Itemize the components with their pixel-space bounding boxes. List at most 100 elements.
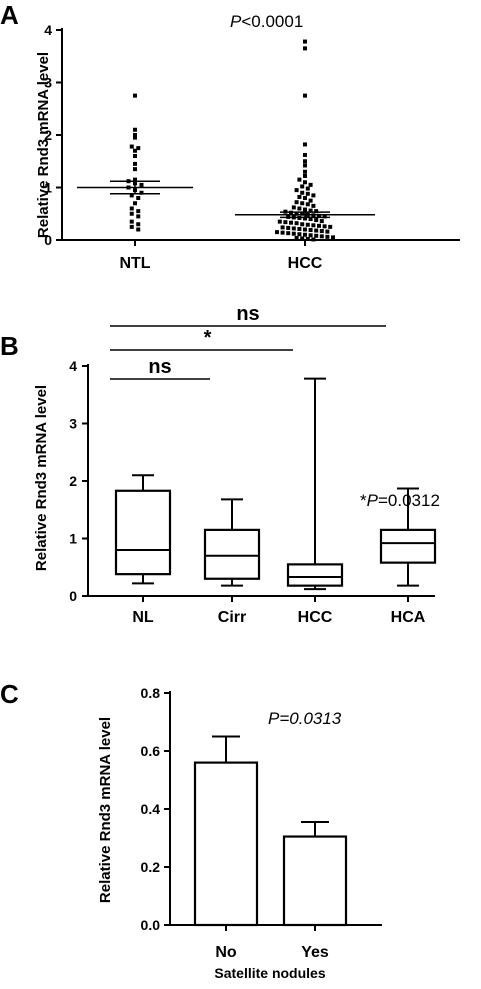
panel-a-data-point [305, 236, 310, 241]
panel-a-data-point [303, 169, 307, 174]
panel-a-data-point [129, 211, 134, 216]
panel-a-data-point [297, 206, 302, 211]
panel-b-p-italic: P [367, 491, 379, 510]
panel-a-points [126, 39, 335, 242]
panel-a-data-point [286, 231, 291, 236]
panel-a-data-point [317, 223, 321, 228]
panel-a-data-point [133, 177, 137, 182]
panel-b-y-tick-label: 2 [69, 473, 77, 489]
panel-a-data-point [319, 229, 324, 234]
panel-a-data-point [308, 208, 313, 213]
panel-a-data-point [303, 196, 307, 200]
panel-a-data-point [303, 152, 307, 157]
panel-a-data-point [277, 219, 282, 224]
panel-a-data-point [319, 219, 324, 224]
panel-a-data-point [303, 46, 307, 51]
panel-a-letter: A [0, 0, 19, 30]
panel-a-category-label: NTL [119, 255, 150, 272]
panel-a-data-point [286, 225, 291, 230]
panel-c-letter: C [0, 679, 19, 709]
panel-a-data-point [300, 211, 305, 216]
panel-a-data-point [133, 93, 137, 98]
panel-a-data-point [297, 194, 302, 199]
panel-a-category-label: HCC [288, 255, 323, 272]
panel-a-data-point [133, 161, 137, 166]
panel-b-y-tick-label: 3 [69, 416, 77, 432]
panel-a-data-point [297, 226, 302, 231]
panel-a-data-point [133, 154, 137, 158]
panel-b-box-chart: B Relative Rnd3 mRNA level *P=0.0312 0 1 2… [0, 303, 440, 626]
panel-a-data-point [133, 167, 137, 172]
panel-a-data-point [294, 235, 299, 240]
panel-c-category-label: No [215, 944, 237, 961]
panel-a-data-point [303, 39, 307, 44]
panel-a-data-point [133, 148, 137, 153]
panel-a-data-point [136, 227, 141, 232]
panel-a-data-point [303, 142, 307, 147]
panel-a-data-point [303, 93, 307, 98]
panel-a-data-point [136, 214, 141, 219]
panel-a-data-point [322, 224, 327, 229]
panel-a-data-point [136, 222, 141, 227]
panel-a-data-point [280, 225, 285, 230]
panel-b-box [114, 489, 172, 576]
panel-a-y-tick-label: 2 [44, 127, 52, 143]
panel-b-axes: 0 1 2 3 4 NL Cirr HCC HCA [69, 358, 435, 626]
panel-a-data-point [133, 201, 137, 206]
panel-a-data-point [129, 224, 134, 229]
panel-a-data-point [303, 159, 307, 164]
panel-a-data-point [291, 231, 296, 236]
panel-a-y-tick-label: 0 [44, 232, 52, 248]
panel-a-data-point [317, 213, 321, 218]
panel-a-data-point [314, 228, 319, 233]
panel-a-data-point [136, 196, 141, 200]
panel-a-data-point [289, 220, 293, 225]
panel-a-data-point [280, 230, 285, 235]
panel-a-data-point [314, 233, 319, 238]
panel-a-y-tick-label: 1 [44, 180, 52, 196]
panel-b-category-label: NL [132, 609, 154, 626]
panel-a-data-point [294, 200, 299, 205]
panel-c-y-tick-label: 0.6 [141, 743, 161, 759]
panel-a-data-point [325, 234, 330, 239]
panel-a-data-point [303, 163, 307, 168]
panel-a-data-point [291, 226, 296, 231]
panel-c-p-value: P=0.0313 [268, 709, 342, 728]
panel-a-data-point [136, 209, 141, 214]
panel-a-data-point [328, 224, 333, 229]
panel-a-data-point [133, 133, 137, 137]
panel-a-data-point [291, 205, 296, 210]
panel-b-box [379, 528, 437, 564]
panel-a-data-point [314, 209, 319, 214]
panel-a-data-point [300, 222, 305, 227]
panel-a-data-point [311, 203, 316, 208]
panel-a-p-rest: <0.0001 [241, 12, 303, 31]
panel-c-y-tick-label: 0.0 [141, 917, 161, 933]
panel-b-category-label: Cirr [218, 609, 246, 626]
panel-a-y-tick-label: 3 [44, 75, 52, 91]
panel-a-data-point [297, 232, 302, 237]
panel-a-data-point [294, 188, 299, 193]
panel-a-data-point [311, 237, 316, 242]
panel-a-data-point [308, 228, 313, 233]
panel-a-data-point [275, 230, 279, 235]
panel-a-data-point [283, 220, 288, 225]
panel-a-data-point [139, 190, 144, 195]
panel-c-y-tick-label: 0.8 [141, 685, 161, 701]
panel-b-box [286, 563, 344, 587]
panel-c-bars [193, 735, 348, 927]
panel-a-data-point [322, 214, 327, 219]
panel-a-data-point [300, 184, 305, 189]
panel-a-mean-sem [77, 180, 375, 219]
panel-c-y-tick-label: 0.4 [141, 801, 161, 817]
panel-a-data-point [129, 193, 134, 198]
panel-a-p-italic: P [230, 12, 242, 31]
panel-a-data-point [139, 182, 144, 187]
panel-b-letter: B [0, 331, 19, 361]
panel-c-bar [282, 835, 348, 927]
panel-a-axes: 0 1 2 3 4 NTL HCC [44, 22, 460, 272]
panel-a-data-point [294, 211, 299, 216]
panel-a-data-point [300, 236, 305, 241]
panel-a-data-point [305, 191, 310, 196]
panel-a-data-point [300, 201, 305, 206]
